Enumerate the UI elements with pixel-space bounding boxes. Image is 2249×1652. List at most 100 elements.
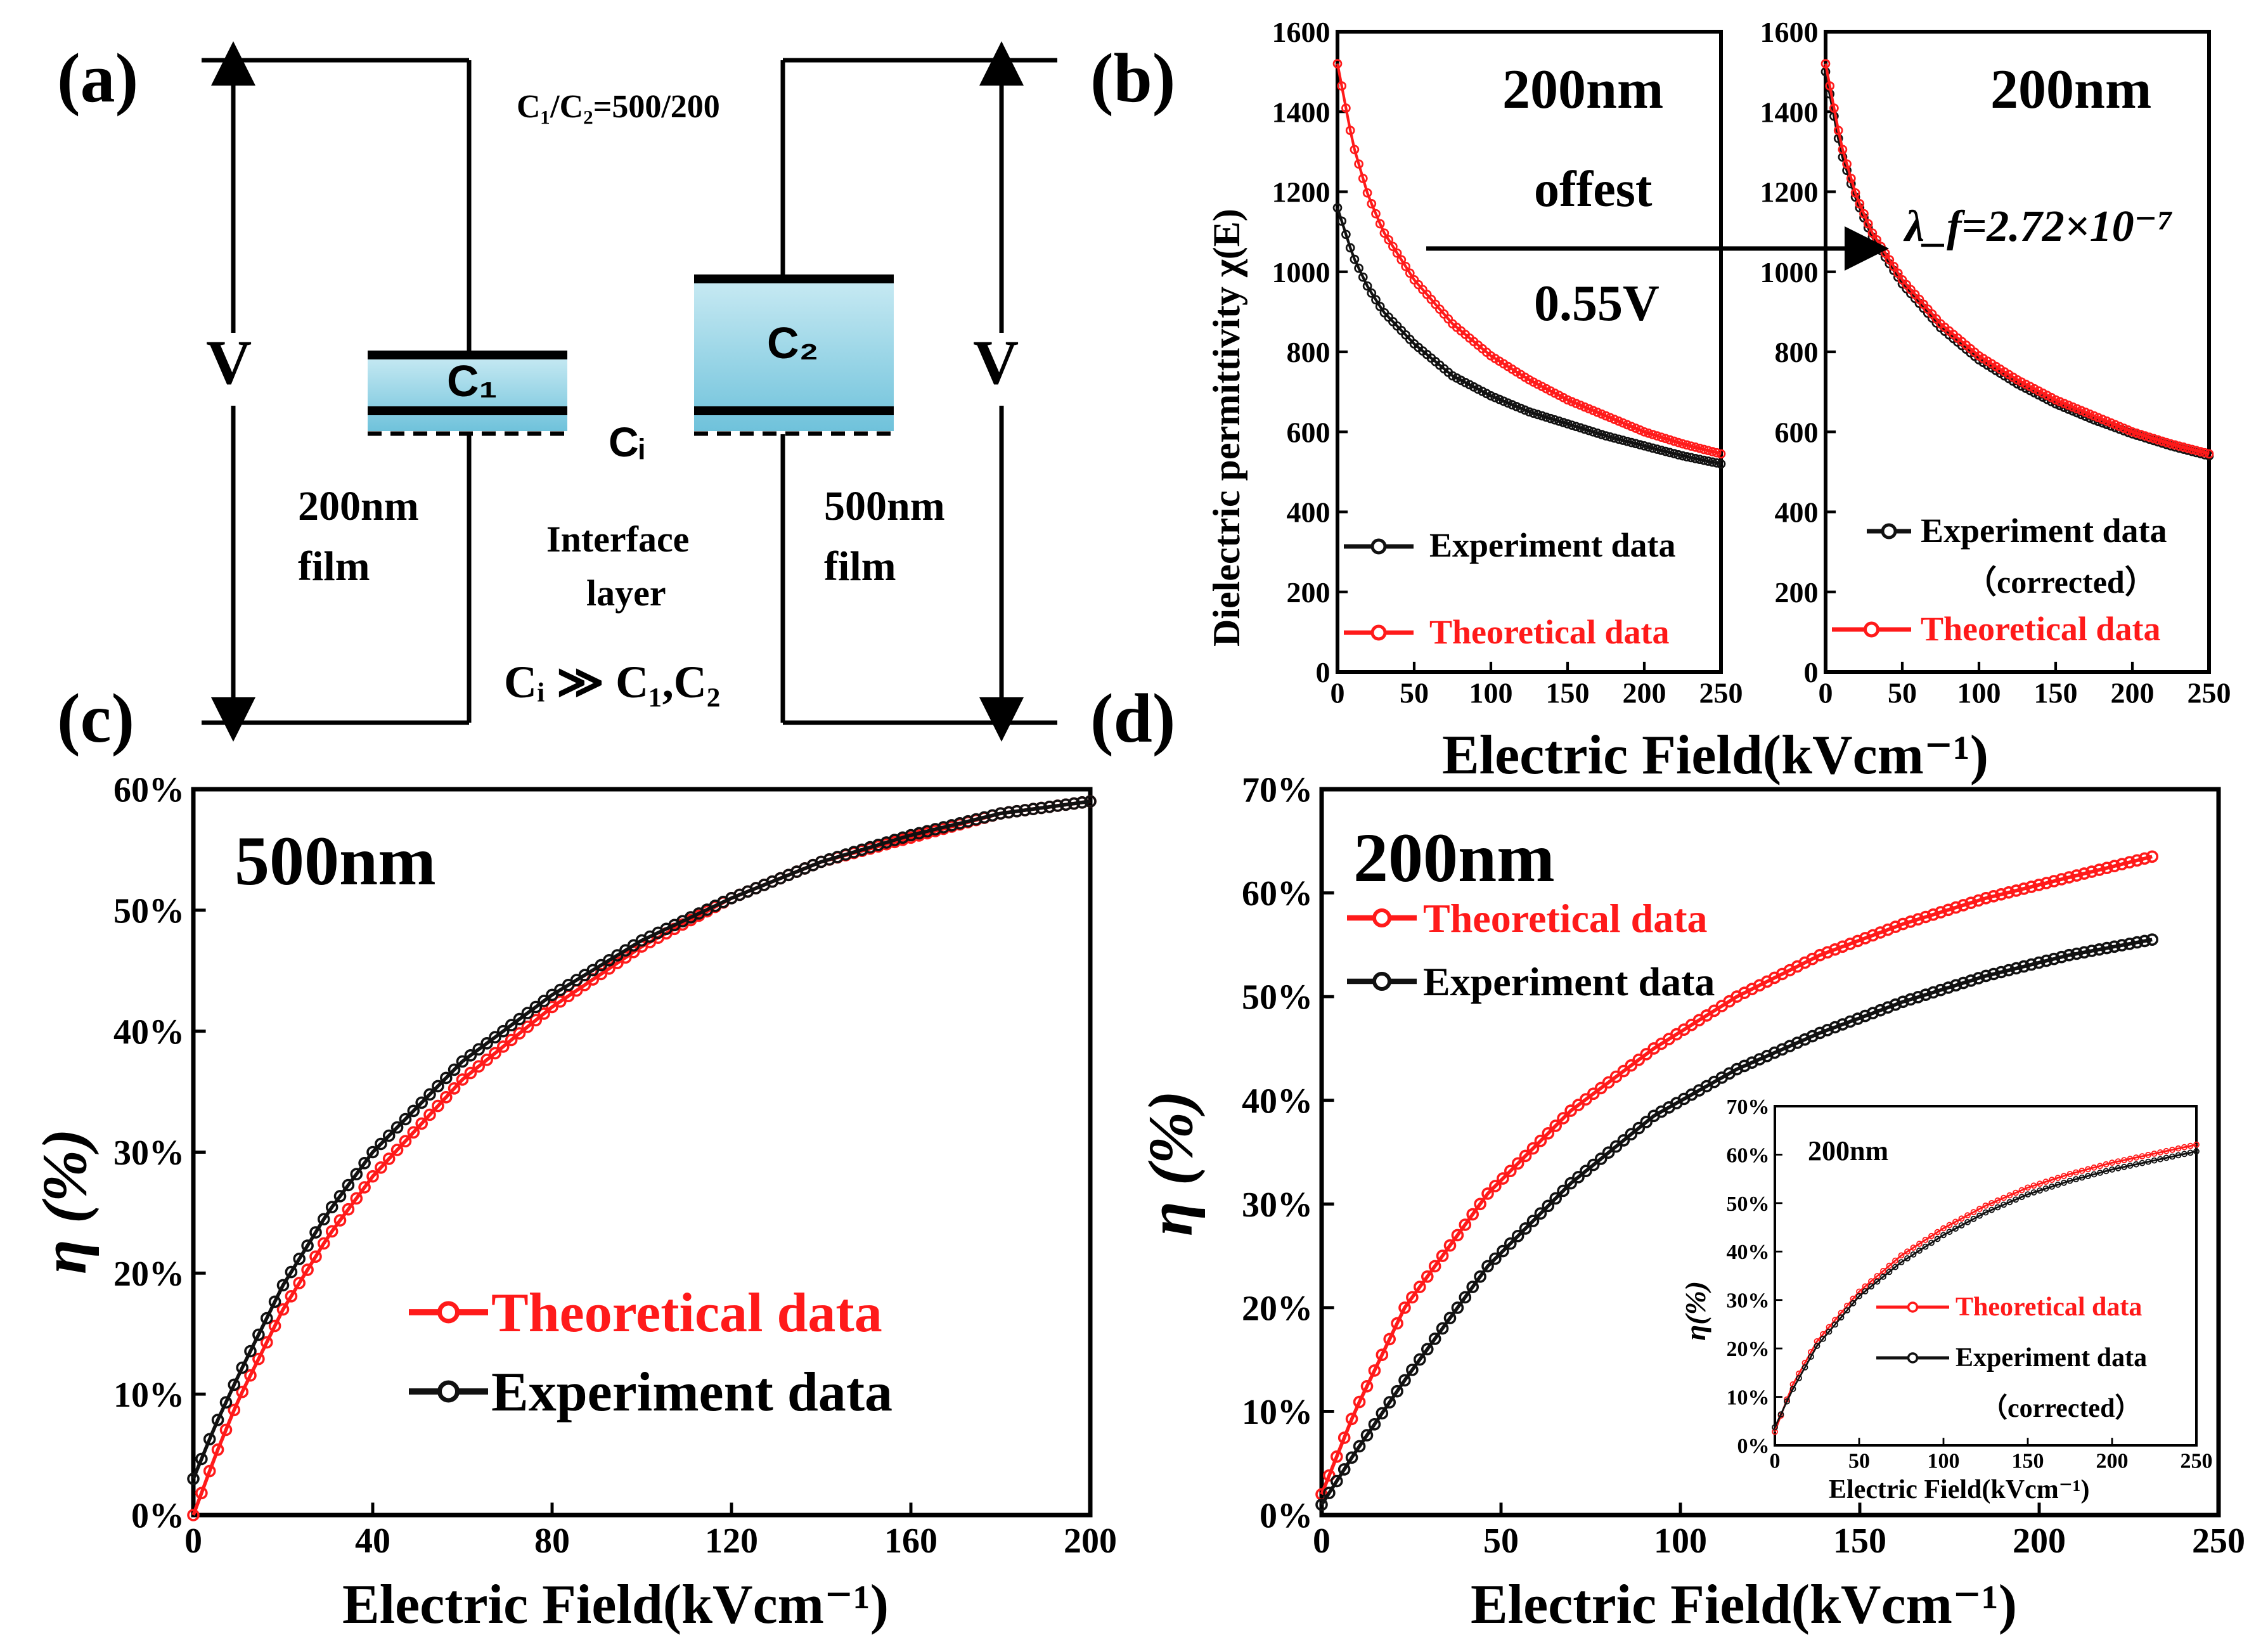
b-left-point — [1392, 248, 1402, 258]
d-inset-point — [2030, 1182, 2037, 1189]
b-right-point — [1825, 81, 1835, 91]
b-left-point — [1682, 440, 1692, 450]
d-legend-exp: Experiment data — [1423, 959, 1715, 1004]
d-inset-point — [2121, 1163, 2127, 1170]
c-point — [415, 1096, 429, 1109]
d-inset-point — [2042, 1185, 2049, 1192]
d-inset-point — [2025, 1191, 2031, 1197]
d-point — [1511, 1157, 1524, 1170]
c-ytick-label: 30% — [113, 1133, 184, 1173]
c-point — [920, 825, 934, 838]
d-inset-point — [1856, 1293, 1862, 1300]
d-inset-ytick-label: 70% — [1727, 1095, 1770, 1119]
c-point — [1043, 801, 1056, 813]
chart-d-inset: 0 50 100 150 200 250 0% 10% 20% 30% 40% 50% 60% 70% — [1727, 1095, 2213, 1473]
d-inset-xtick-label: 150 — [2012, 1450, 2044, 1473]
b-left-xtick-label: 150 — [1546, 676, 1590, 709]
c-point — [293, 1277, 306, 1289]
d-point — [1995, 965, 2007, 979]
d-point — [2002, 964, 2015, 977]
d-inset-point — [2109, 1166, 2115, 1173]
b-right-point — [2102, 416, 2112, 426]
b-right-point — [2187, 444, 2197, 455]
b-left-point — [1618, 436, 1628, 445]
d-inset-point — [1964, 1219, 1971, 1225]
c-ytick-label: 20% — [113, 1255, 184, 1294]
d-inset-point — [2103, 1168, 2110, 1175]
d-point — [1609, 1140, 1623, 1153]
d-point — [1829, 1021, 1841, 1034]
voltage-label-left: V — [206, 327, 252, 397]
c-point — [496, 1024, 510, 1038]
c-point — [888, 834, 901, 846]
b-right-legend-exp-sub: （corrected） — [1965, 564, 2156, 600]
d-point — [1964, 974, 1978, 987]
d-point — [1814, 1026, 1826, 1040]
d-inset-point — [2127, 1162, 2134, 1169]
c-point — [456, 1073, 469, 1086]
b-left-point — [1678, 439, 1687, 449]
c-point — [317, 1213, 330, 1226]
d-inset-ytick-label: 50% — [1727, 1192, 1770, 1216]
c-point — [1059, 798, 1073, 811]
b-left-point — [1503, 398, 1513, 408]
c-point — [350, 1192, 363, 1205]
d-point — [1443, 1312, 1457, 1324]
c-legend-theory: Theoretical data — [491, 1282, 882, 1344]
d-point — [1934, 983, 1947, 997]
b-left-point — [1622, 420, 1632, 430]
d-inset-point — [1886, 1268, 1893, 1275]
legend-marker-sample — [1864, 621, 1879, 638]
d-point — [1519, 1149, 1532, 1163]
d-point — [1972, 972, 1985, 984]
d-point — [2070, 869, 2083, 882]
b-left-point — [1575, 400, 1585, 410]
d-inset-title: 200nm — [1808, 1135, 1888, 1166]
b-left-point — [1542, 412, 1551, 422]
d-inset-point — [2091, 1164, 2098, 1171]
b-left-point — [1567, 420, 1577, 430]
b-left-point — [1716, 449, 1726, 459]
b-left-point — [1614, 434, 1624, 444]
d-inset-point — [1820, 1335, 1826, 1342]
d-inset-point — [1796, 1375, 1802, 1381]
c-point — [325, 1225, 338, 1238]
b-xlabel: Electric Field(kVcm⁻¹) — [1442, 725, 1988, 786]
b-left-point — [1533, 410, 1543, 420]
b-right-ytick-label: 1200 — [1760, 176, 1819, 209]
b-right-point — [2110, 420, 2120, 430]
b-right-point — [2166, 439, 2175, 449]
legend-marker-sample — [437, 1301, 460, 1324]
d-xtick-label: 250 — [2192, 1521, 2245, 1561]
c-point — [439, 1071, 453, 1085]
d-inset-point — [2187, 1142, 2194, 1149]
b-right-ytick-label: 1400 — [1760, 96, 1819, 128]
d-point — [1474, 1270, 1486, 1283]
capacitor-c1-dielectric — [368, 355, 567, 431]
legend-marker-sample — [1372, 908, 1391, 927]
b-right-ytick-label: 800 — [1775, 336, 1819, 368]
b-right-point — [2119, 423, 2129, 433]
b-left-point — [1337, 216, 1347, 226]
b-right-point — [2157, 436, 2167, 446]
b-left-point — [1631, 439, 1640, 449]
d-point — [1519, 1222, 1532, 1235]
c-point — [423, 1108, 436, 1121]
d-inset-point — [1922, 1237, 1929, 1243]
c-point — [978, 811, 991, 824]
b-left-point — [1686, 453, 1696, 463]
c-point — [342, 1178, 355, 1192]
c-point — [521, 1007, 534, 1019]
d-point — [1451, 1301, 1464, 1314]
c-xtick-label: 0 — [184, 1521, 202, 1561]
d-inset-point — [2001, 1194, 2007, 1201]
c-point — [301, 1263, 314, 1276]
d-inset-point — [1832, 1317, 1838, 1324]
c-point — [432, 1080, 444, 1093]
d-point — [1927, 908, 1940, 921]
d-xtick-label: 150 — [1833, 1521, 1886, 1561]
film-500-line2: film — [824, 543, 896, 590]
panel-label-a: (a) — [57, 39, 138, 117]
d-point — [2010, 884, 2023, 897]
c-point — [252, 1352, 265, 1365]
